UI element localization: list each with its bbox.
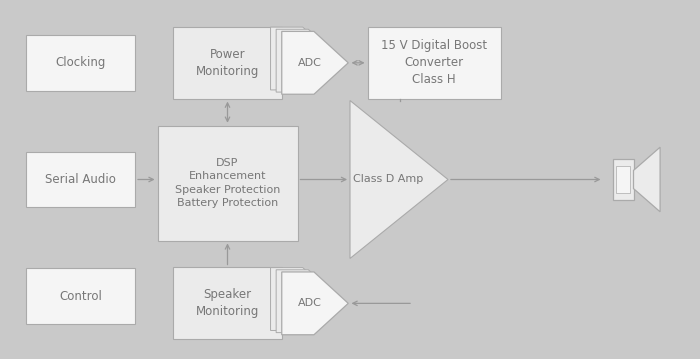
Text: Control: Control xyxy=(59,290,102,303)
Polygon shape xyxy=(270,268,337,330)
Text: DSP
Enhancement
Speaker Protection
Battery Protection: DSP Enhancement Speaker Protection Batte… xyxy=(175,158,280,208)
Polygon shape xyxy=(276,29,343,92)
Text: ADC: ADC xyxy=(298,58,321,68)
Polygon shape xyxy=(276,270,343,332)
Text: Serial Audio: Serial Audio xyxy=(45,173,116,186)
Text: 15 V Digital Boost
Converter
Class H: 15 V Digital Boost Converter Class H xyxy=(381,39,487,86)
Text: Power
Monitoring: Power Monitoring xyxy=(196,48,259,78)
Text: ADC: ADC xyxy=(298,298,321,308)
Text: Speaker
Monitoring: Speaker Monitoring xyxy=(196,288,259,318)
FancyBboxPatch shape xyxy=(174,27,281,99)
FancyBboxPatch shape xyxy=(612,159,634,200)
Polygon shape xyxy=(350,101,448,258)
Polygon shape xyxy=(634,147,660,212)
FancyBboxPatch shape xyxy=(158,126,298,241)
Polygon shape xyxy=(281,32,349,94)
FancyBboxPatch shape xyxy=(616,166,630,193)
Polygon shape xyxy=(270,27,337,90)
FancyBboxPatch shape xyxy=(368,27,500,99)
FancyBboxPatch shape xyxy=(27,35,134,91)
FancyBboxPatch shape xyxy=(27,269,134,324)
FancyBboxPatch shape xyxy=(27,151,134,207)
Polygon shape xyxy=(281,272,349,335)
FancyBboxPatch shape xyxy=(174,267,281,339)
Text: Clocking: Clocking xyxy=(55,56,106,69)
Text: Class D Amp: Class D Amp xyxy=(354,174,424,185)
